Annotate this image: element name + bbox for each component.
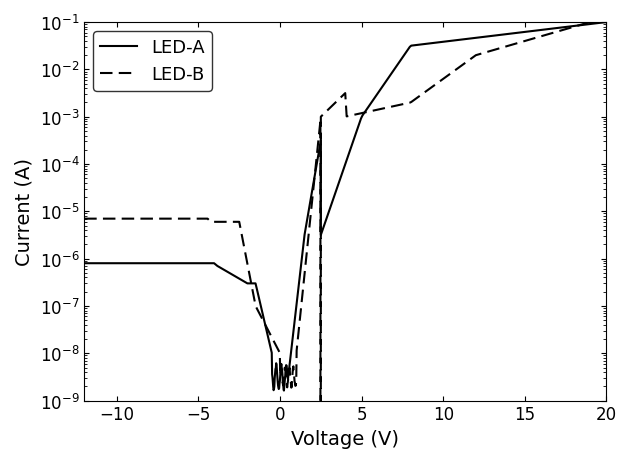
- LED-A: [323, 216, 331, 222]
- LED-B: [603, 15, 611, 21]
- LED-A: [426, 42, 434, 47]
- LED-A: [253, 286, 260, 291]
- LED-B: [577, 23, 585, 29]
- LED-B: [323, 109, 331, 115]
- LED-A: [280, 388, 288, 394]
- Line: LED-A: LED-A: [84, 23, 607, 391]
- LED-A: [594, 21, 602, 27]
- LED-A: [603, 20, 611, 26]
- LED-B: [426, 87, 434, 92]
- LED-A: [577, 23, 585, 29]
- LED-B: [246, 272, 253, 278]
- Y-axis label: Current (A): Current (A): [15, 158, 34, 266]
- LED-B: [236, 219, 243, 225]
- Line: LED-B: LED-B: [84, 18, 607, 463]
- LED-B: [80, 216, 88, 222]
- X-axis label: Voltage (V): Voltage (V): [291, 429, 399, 448]
- LED-B: [594, 18, 602, 24]
- LED-A: [243, 281, 251, 287]
- LED-A: [80, 261, 88, 266]
- Legend: LED-A, LED-B: LED-A, LED-B: [93, 32, 212, 91]
